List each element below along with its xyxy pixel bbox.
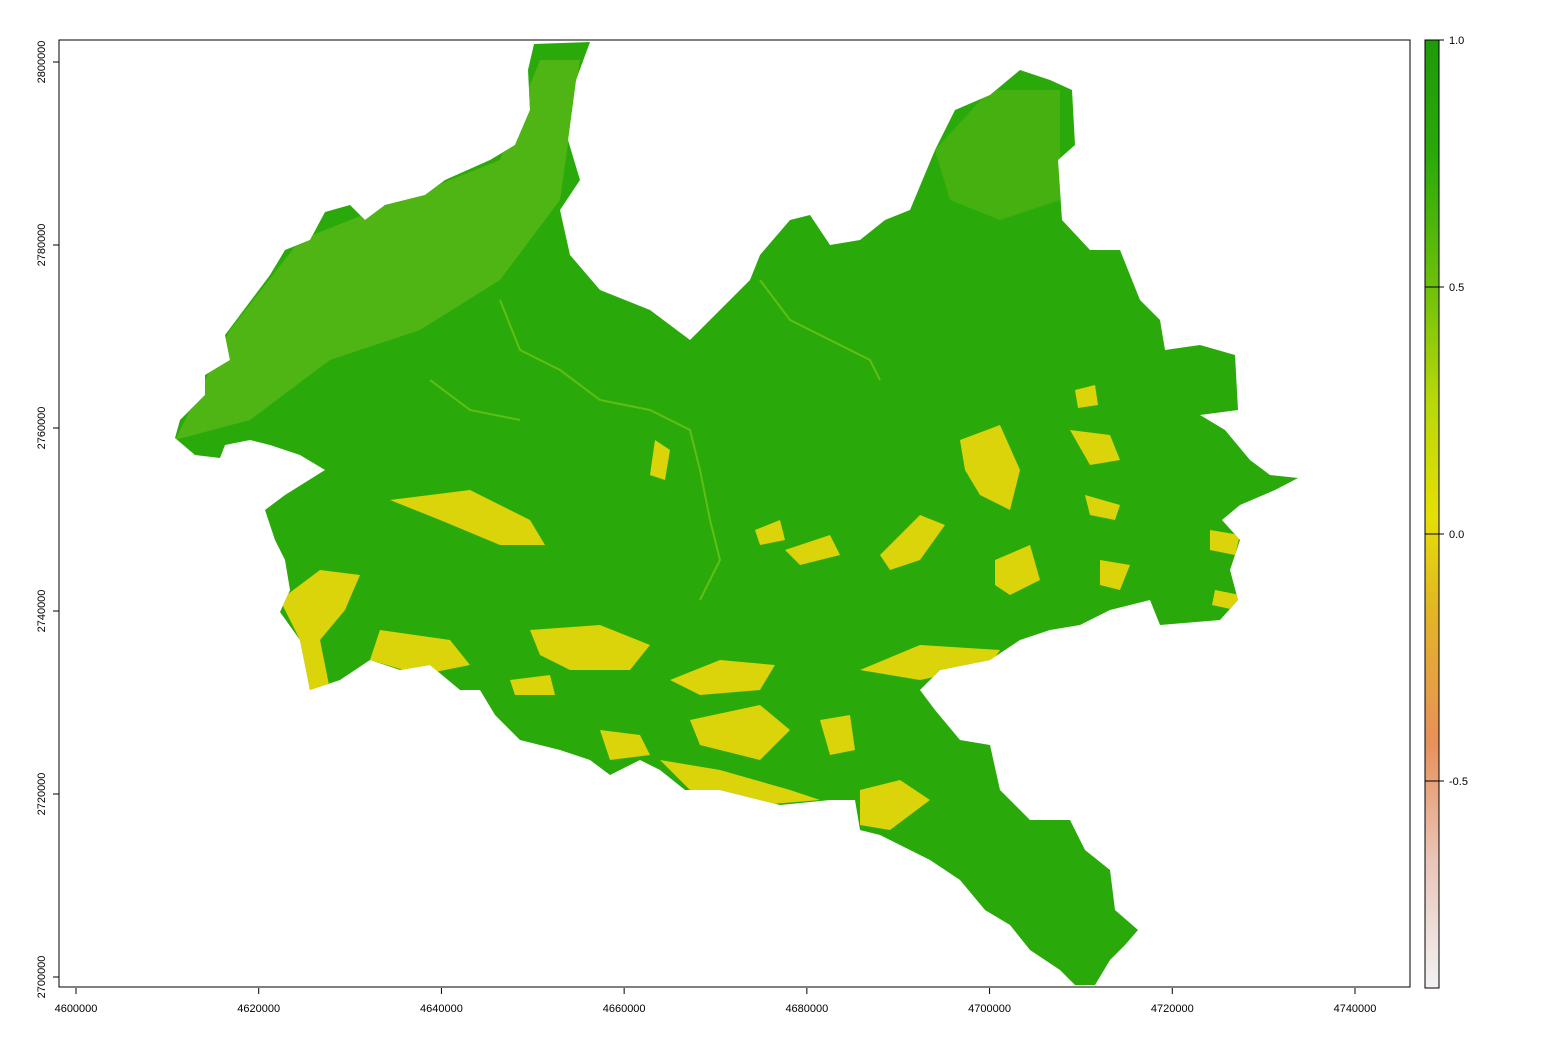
raster-region — [175, 42, 1298, 985]
patch — [860, 645, 1000, 680]
y-axis: 2700000 2720000 2740000 2760000 2780000 28000… — [36, 41, 59, 999]
patch — [370, 630, 470, 675]
patch — [755, 520, 785, 545]
light-green-zone-nw — [175, 60, 580, 440]
x-tick-label: 4700000 — [968, 1003, 1011, 1015]
river — [499, 299, 722, 601]
legend-tick-label: 0.0 — [1449, 529, 1464, 541]
patch — [650, 440, 670, 480]
x-tick-label: 4600000 — [55, 1003, 98, 1015]
y-tick-label: 2740000 — [36, 590, 48, 633]
patch — [1212, 590, 1240, 610]
patch — [660, 760, 820, 805]
legend-ticks: 1.0 0.5 0.0 -0.5 — [1425, 35, 1468, 788]
legend-tick-label: 1.0 — [1449, 35, 1464, 47]
patch — [280, 570, 360, 690]
patch — [600, 730, 650, 760]
y-tick-label: 2720000 — [36, 773, 48, 816]
patch — [820, 715, 855, 755]
x-tick-label: 4680000 — [785, 1003, 828, 1015]
patch — [690, 705, 790, 760]
patch — [670, 660, 775, 695]
patch — [390, 490, 545, 545]
x-tick-label: 4620000 — [237, 1003, 280, 1015]
patch — [1100, 560, 1130, 590]
y-tick-label: 2780000 — [36, 224, 48, 267]
y-tick-label: 2700000 — [36, 956, 48, 999]
river-traces — [429, 279, 881, 601]
patch — [1070, 430, 1120, 465]
river — [759, 279, 881, 381]
x-tick-label: 4640000 — [420, 1003, 463, 1015]
legend-tick-label: 0.5 — [1449, 282, 1464, 294]
patch — [1075, 385, 1098, 408]
patch — [510, 675, 555, 695]
low-value-patches — [280, 385, 1240, 830]
patch — [995, 545, 1040, 595]
x-tick-label: 4740000 — [1334, 1003, 1377, 1015]
x-tick-label: 4660000 — [603, 1003, 646, 1015]
legend-colorbar — [1424, 39, 1440, 989]
patch — [860, 780, 930, 830]
patch — [1210, 530, 1240, 555]
x-axis: 4600000 4620000 4640000 4660000 4680000 47000… — [55, 988, 1377, 1015]
patch — [530, 625, 650, 670]
color-legend: 1.0 0.5 0.0 -0.5 — [1424, 35, 1468, 989]
patch — [785, 535, 840, 565]
patch — [880, 515, 945, 570]
y-tick-label: 2800000 — [36, 41, 48, 84]
light-green-zone-ne — [935, 90, 1060, 220]
x-tick-label: 4720000 — [1151, 1003, 1194, 1015]
y-tick-label: 2760000 — [36, 407, 48, 450]
patch — [1085, 495, 1120, 520]
legend-tick-label: -0.5 — [1449, 776, 1468, 788]
patch — [960, 425, 1020, 510]
river — [429, 379, 521, 421]
